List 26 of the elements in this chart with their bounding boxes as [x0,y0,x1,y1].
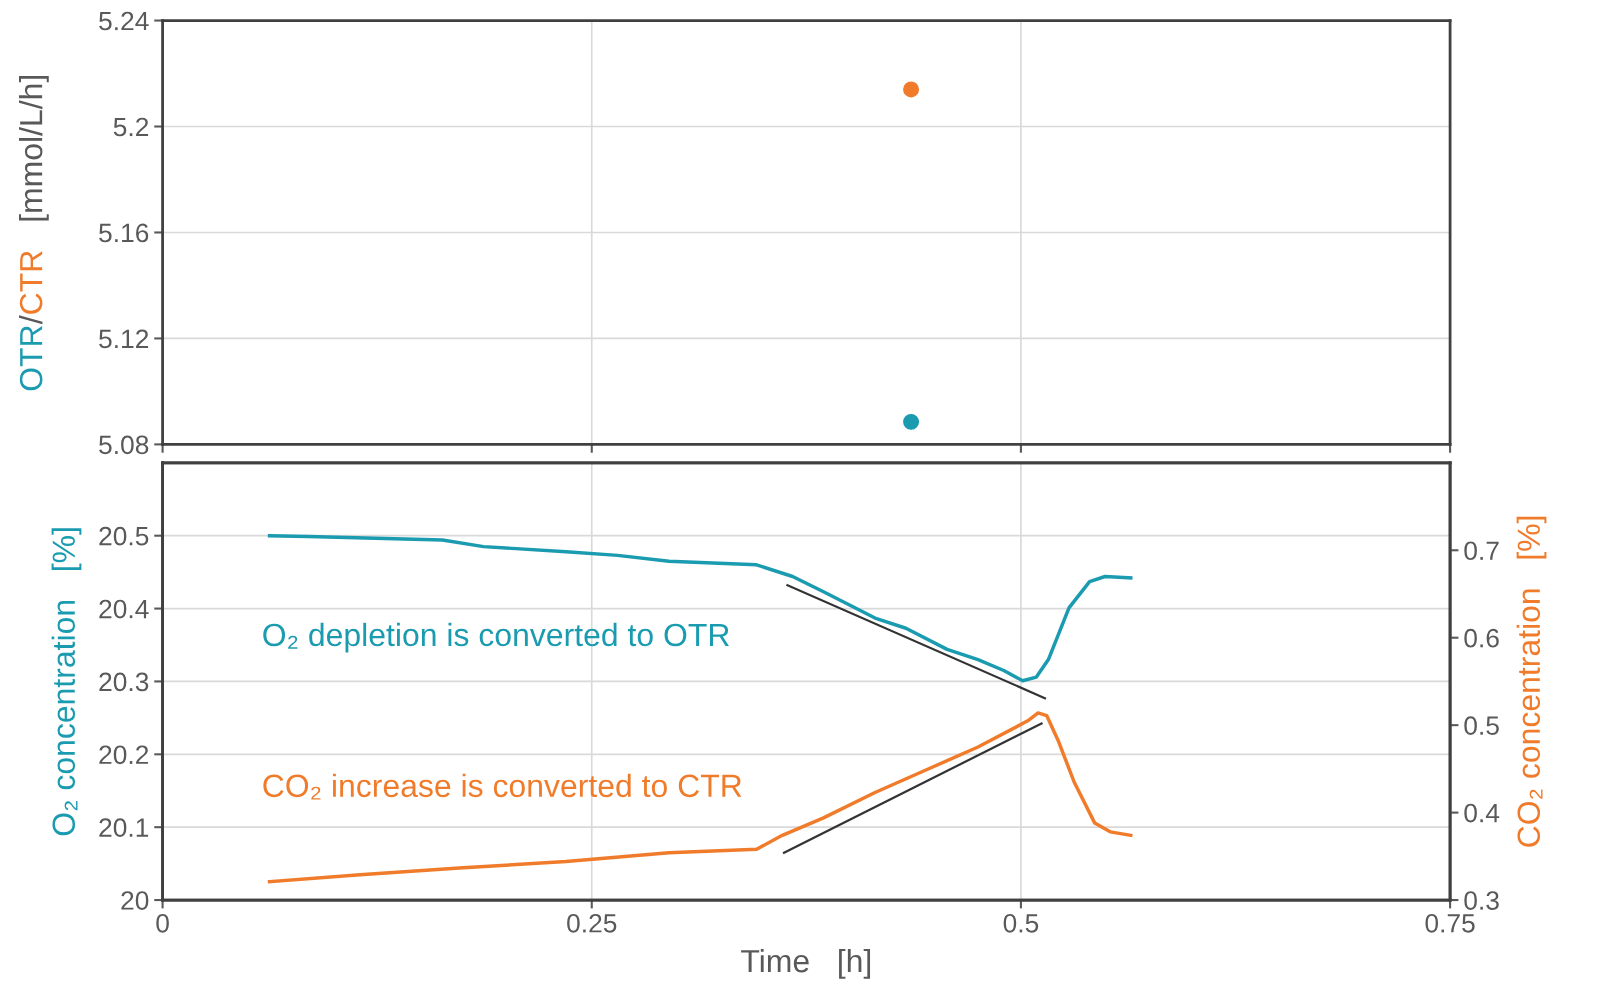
y-tick-label: 5.12 [99,329,149,349]
y-tick-label: 20.3 [99,672,149,692]
y-axis-title: OTR/CTR [mmol/L/h] [18,76,49,391]
y2-tick-label: 0.7 [1464,541,1499,561]
x-axis-title: Time [h] [741,948,871,979]
annotation: O₂ depletion is converted to OTR [263,622,729,653]
y-tick-label: 20.1 [99,818,149,837]
y2-tick-label: 0.6 [1464,628,1499,648]
y-tick-label: 20.4 [99,599,149,619]
x-tick-label: 0.25 [567,913,617,933]
y-tick-label: 20.5 [99,526,149,546]
x-tick-label: 0 [156,913,169,933]
y2-tick-label: 0.3 [1464,891,1499,910]
annotation: CO₂ increase is converted to CTR [263,773,742,800]
y2-tick-label: 0.5 [1464,716,1499,735]
y-tick-label: 5.2 [113,117,149,137]
y-tick-label: 5.08 [99,435,149,455]
x-tick-label: 0.5 [1003,913,1039,933]
y2-tick-label: 0.4 [1464,803,1500,823]
y-tick-label: 5.16 [99,223,149,243]
y-tick-label: 5.24 [99,11,149,31]
x-tick-label: 0.75 [1425,913,1475,933]
y-tick-label: 20 [121,891,149,910]
y-tick-label: 20.2 [99,745,149,765]
y2-axis-title: CO₂ concentration [%] [1516,516,1547,847]
y-axis-title: O₂ concentration [%] [51,528,82,836]
